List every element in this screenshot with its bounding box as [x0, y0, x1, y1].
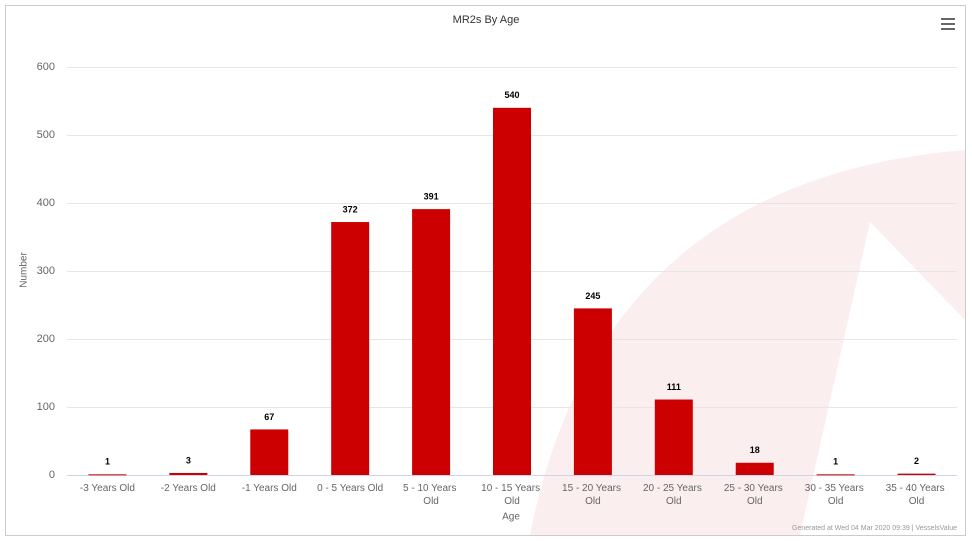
bar [493, 107, 531, 476]
x-tick-label: -3 Years Old [80, 483, 135, 494]
y-axis-label: Number [19, 252, 30, 288]
data-label: 18 [750, 445, 760, 455]
y-tick-label: 300 [37, 265, 55, 277]
bar [250, 429, 289, 475]
bar [88, 474, 127, 476]
data-label: 391 [424, 191, 439, 201]
y-tick-label: 200 [37, 333, 55, 345]
x-tick-label: 15 - 20 Years Old [562, 483, 624, 507]
data-label: 2 [914, 456, 919, 466]
menu-line[interactable] [941, 28, 955, 30]
bar [735, 462, 774, 475]
x-tick-label: -2 Years Old [161, 483, 216, 494]
data-label: 245 [585, 291, 600, 301]
x-tick-label: 0 - 5 Years Old [317, 483, 383, 494]
x-axis-label: Age [502, 512, 520, 523]
data-label: 1 [833, 457, 838, 467]
menu-line[interactable] [941, 23, 955, 25]
y-tick-label: 500 [37, 129, 55, 141]
x-tick-label: 5 - 10 Years Old [403, 483, 459, 507]
y-tick-label: 600 [37, 61, 55, 73]
x-tick-label: 20 - 25 Years Old [643, 483, 705, 507]
watermark [530, 150, 965, 535]
data-label: 111 [667, 382, 681, 392]
bar [654, 399, 693, 475]
y-tick-label: 100 [37, 401, 55, 413]
bar [897, 473, 936, 475]
bar [412, 209, 451, 475]
data-label: 3 [186, 455, 191, 465]
bar [169, 472, 208, 475]
menu-button[interactable] [941, 18, 955, 30]
bar [573, 308, 612, 475]
data-label: 1 [105, 457, 110, 467]
data-label: 540 [504, 90, 519, 100]
y-tick-label: 0 [49, 469, 55, 481]
bar [331, 222, 370, 475]
x-tick-label: -1 Years Old [242, 483, 297, 494]
x-tick-label: 30 - 35 Years Old [805, 483, 867, 507]
x-tick-label: 10 - 15 Years Old [481, 483, 543, 507]
x-tick-label: 25 - 30 Years Old [724, 483, 786, 507]
data-label: 372 [343, 204, 358, 214]
menu-line[interactable] [941, 18, 955, 20]
data-label: 67 [264, 412, 274, 422]
credit: Generated at Wed 04 Mar 2020 09:39 | Ves… [792, 525, 957, 532]
bar [816, 474, 855, 476]
y-tick-label: 400 [37, 197, 55, 209]
x-tick-label: 35 - 40 Years Old [886, 483, 948, 507]
chart-title: MR2s By Age [453, 14, 520, 26]
